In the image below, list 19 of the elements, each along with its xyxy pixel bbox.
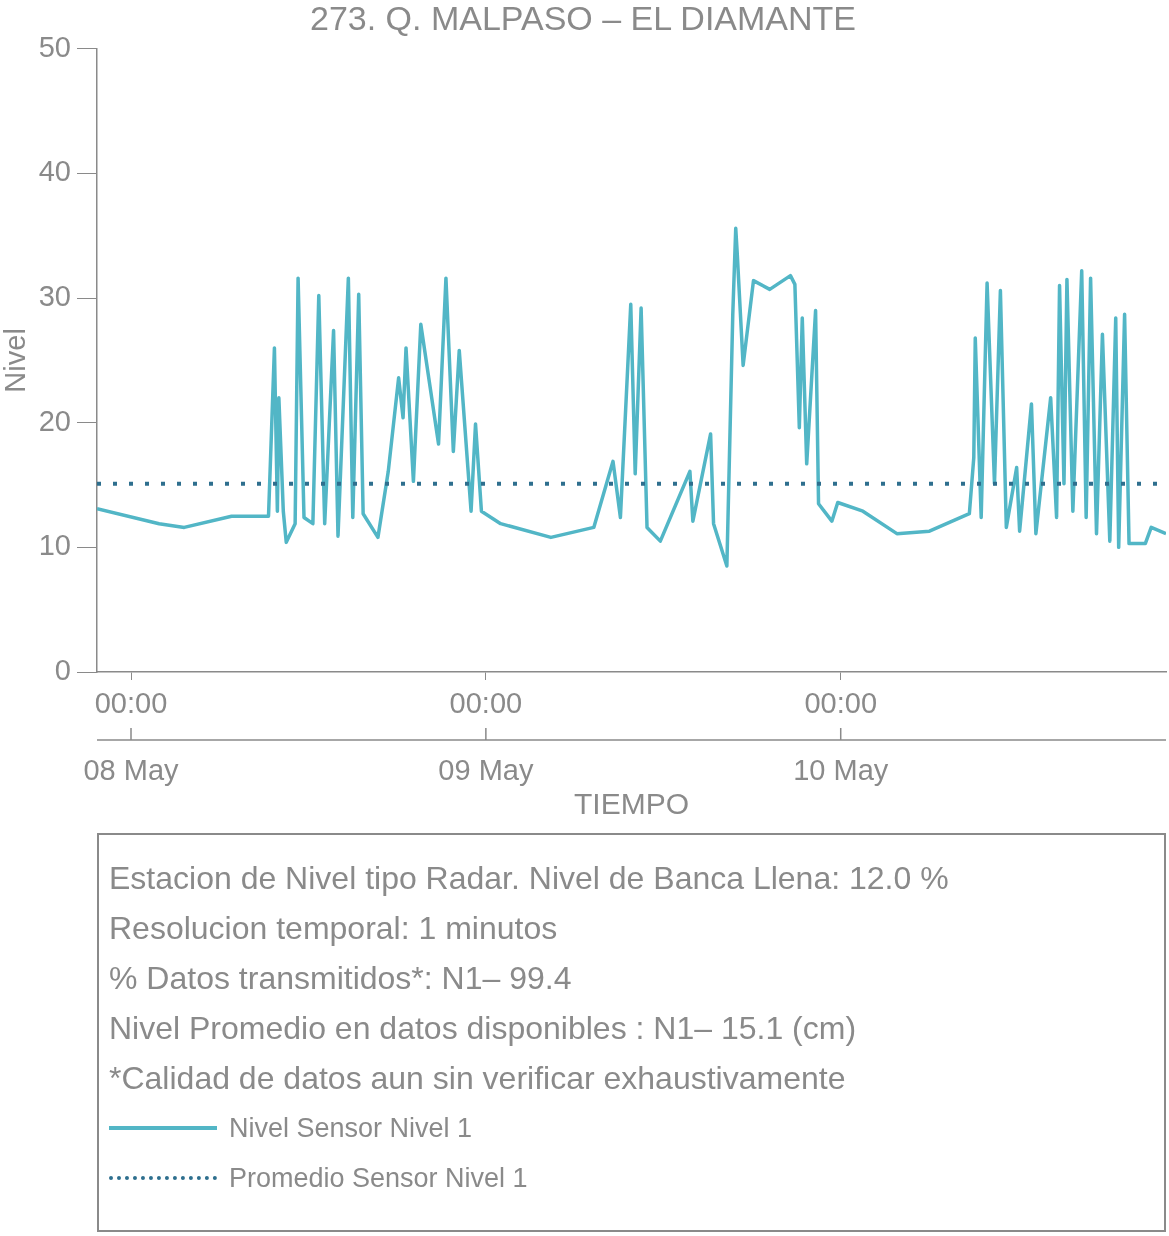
legend-label: Nivel Sensor Nivel 1: [229, 1112, 473, 1144]
text: Estacion de Nivel tipo Radar. Nivel de Banca Llena: 12.0 %: [109, 859, 950, 898]
y-tick-label: 0: [54, 654, 71, 686]
y-tick-label: 20: [38, 404, 71, 437]
y-axis-title: Nivel: [0, 328, 32, 393]
text: % Datos transmitidos*: N1– 99.4: [109, 959, 573, 998]
y-tick-label: 10: [38, 529, 71, 562]
text: Nivel Promedio en datos disponibles : N1– 15.1 (cm): [109, 1009, 858, 1048]
x-tick-label: 00:00 09 May: [438, 687, 534, 787]
text: *Calidad de datos aun sin verificar exhaustivamente: [109, 1059, 847, 1098]
y-tick-label: 50: [38, 30, 71, 63]
x-tick-label: 00:00 08 May: [83, 687, 180, 787]
chart-title: 273. Q. MALPASO – EL DIAMANTE: [309, 0, 857, 37]
x-axis-title: TIEMPO: [573, 787, 690, 821]
text: Resolucion temporal: 1 minutos: [109, 909, 559, 948]
y-tick-label: 40: [38, 155, 71, 188]
x-tick-label: 00:00 10 May: [793, 687, 889, 787]
y-tick-label: 30: [38, 280, 71, 313]
legend-label: Promedio Sensor Nivel 1: [229, 1162, 528, 1194]
